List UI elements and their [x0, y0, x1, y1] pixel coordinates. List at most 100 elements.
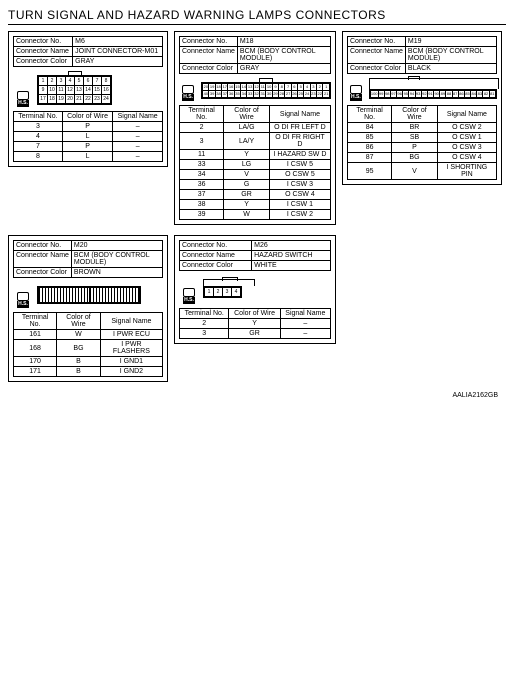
pin-cell: 38: [215, 91, 221, 98]
pin-cell: 25: [298, 91, 304, 98]
hs-icon: H.S.: [13, 91, 33, 107]
pin-cell: 20: [203, 84, 209, 91]
pin-cell: 24: [304, 91, 310, 98]
pin-cell: 20: [66, 95, 75, 104]
pin-row: 2LA/GO DI FR LEFT D: [180, 123, 331, 133]
lbl-connector-color: Connector Color: [14, 268, 72, 278]
cell-terminal: 7: [14, 142, 63, 152]
pin-cell: 28: [279, 91, 285, 98]
pin-cell: 9: [39, 86, 48, 95]
cell-signal: O DI FR LEFT D: [269, 123, 330, 133]
connector-block-m19: Connector No.M19 Connector NameBCM (BODY…: [342, 31, 502, 185]
pin-row: 161WI PWR ECU: [14, 330, 163, 340]
cell-color: SB: [392, 133, 438, 143]
th-terminal: Terminal No.: [14, 313, 57, 330]
cell-color: Y: [229, 319, 280, 329]
pin-cell: 17: [39, 95, 48, 104]
cell-signal: O CSW 3: [437, 143, 496, 153]
cell-terminal: 2: [180, 319, 229, 329]
pin-cell: 22: [317, 91, 323, 98]
lbl-connector-name: Connector Name: [14, 251, 72, 268]
val-connector-color: GRAY: [73, 57, 163, 67]
pin-grid-m18: 2019181716151413121110987654321403938373…: [201, 82, 331, 99]
pin-cell: 85: [464, 91, 470, 98]
pin-cell: 23: [93, 95, 102, 104]
val-connector-name: HAZARD SWITCH: [252, 251, 331, 261]
pin-cell: 15: [93, 86, 102, 95]
val-connector-color: BLACK: [405, 64, 496, 74]
cell-color: Y: [224, 150, 270, 160]
cell-color: LG: [224, 160, 270, 170]
cell-terminal: 11: [180, 150, 224, 160]
pin-row: 84BRO CSW 2: [348, 123, 497, 133]
pin-row: 170BI GND1: [14, 357, 163, 367]
pin-cell: 24: [102, 95, 111, 104]
cell-signal: I HAZARD SW D: [269, 150, 330, 160]
pin-cell: 81: [489, 91, 495, 98]
val-connector-no: M18: [237, 37, 330, 47]
pin-cell: 5: [75, 77, 84, 86]
pin-cell: 95: [403, 91, 409, 98]
pin-cell: 18: [215, 84, 221, 91]
cell-signal: O CSW 5: [269, 170, 330, 180]
cell-signal: –: [113, 132, 163, 142]
lbl-connector-name: Connector Name: [180, 251, 252, 261]
pin-row: 85SBO CSW 1: [348, 133, 497, 143]
pin-cell: 8: [102, 77, 111, 86]
pin-cell: 100: [370, 91, 378, 98]
pin-cell: 35: [234, 91, 240, 98]
pin-row: 11YI HAZARD SW D: [180, 150, 331, 160]
cell-signal: I CSW 2: [269, 210, 330, 220]
pin-cell: 86: [458, 91, 464, 98]
cell-color: BR: [392, 123, 438, 133]
pin-cell: 23: [310, 91, 316, 98]
th-signal: Signal Name: [437, 106, 496, 123]
header-table: Connector No.M20 Connector NameBCM (BODY…: [13, 240, 163, 278]
pin-row: 3LA/YO DI FR RIGHT D: [180, 133, 331, 150]
cell-terminal: 3: [180, 329, 229, 339]
pin-cell: 36: [228, 91, 234, 98]
th-signal: Signal Name: [269, 106, 330, 123]
pin-row: 34VO CSW 5: [180, 170, 331, 180]
pin-cell: 19: [209, 84, 215, 91]
th-color: Color of Wire: [229, 309, 280, 319]
pin-table-m26: Terminal No. Color of Wire Signal Name 2…: [179, 308, 331, 339]
pin-cell: 16: [228, 84, 234, 91]
pin-row: 87BGO CSW 4: [348, 153, 497, 163]
th-signal: Signal Name: [100, 313, 162, 330]
cell-signal: –: [113, 152, 163, 162]
cell-terminal: 38: [180, 200, 224, 210]
cell-color: P: [62, 122, 113, 132]
cell-color: G: [224, 180, 270, 190]
th-terminal: Terminal No.: [348, 106, 392, 123]
pin-row: 38YI CSW 1: [180, 200, 331, 210]
val-connector-color: WHITE: [252, 261, 331, 271]
cell-terminal: 3: [180, 133, 224, 150]
row-1: Connector No.M6 Connector NameJOINT CONN…: [8, 31, 506, 225]
lbl-connector-no: Connector No.: [180, 241, 252, 251]
pin-cell: 11: [57, 86, 66, 95]
pin-cell: 18: [48, 95, 57, 104]
cell-signal: O DI FR RIGHT D: [269, 133, 330, 150]
pin-cell: 4: [66, 77, 75, 86]
pin-row: 2Y–: [180, 319, 331, 329]
cell-color: BG: [57, 340, 101, 357]
pin-cell: 37: [222, 91, 228, 98]
pin-cell: 26: [291, 91, 297, 98]
lbl-connector-name: Connector Name: [348, 47, 406, 64]
val-connector-no: M20: [71, 241, 162, 251]
lbl-connector-name: Connector Name: [14, 47, 73, 57]
pin-row: 95VI SHORTING PIN: [348, 163, 497, 180]
pin-cell: 27: [285, 91, 291, 98]
val-connector-name: BCM (BODY CONTROL MODULE): [405, 47, 496, 64]
header-table: Connector No.M19 Connector NameBCM (BODY…: [347, 36, 497, 74]
header-table: Connector No.M6 Connector NameJOINT CONN…: [13, 36, 163, 67]
cell-terminal: 4: [14, 132, 63, 142]
cell-terminal: 37: [180, 190, 224, 200]
pin-cell: 99: [378, 91, 384, 98]
pin-cell: 4: [232, 288, 241, 297]
cell-signal: –: [113, 142, 163, 152]
val-connector-name: BCM (BODY CONTROL MODULE): [71, 251, 162, 268]
cell-terminal: 2: [180, 123, 224, 133]
pin-row: 37GRO CSW 4: [180, 190, 331, 200]
